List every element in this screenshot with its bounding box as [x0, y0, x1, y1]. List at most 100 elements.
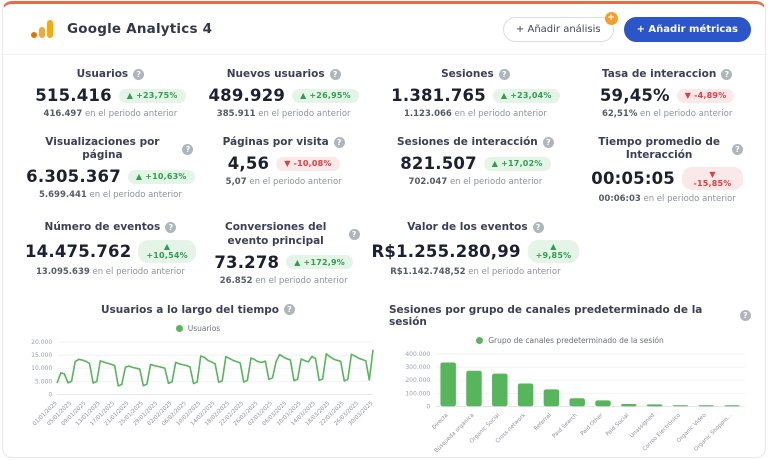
metric-title: Tasa de interaccion — [601, 68, 717, 80]
metric-card-sesiones: Sesiones 1.381.765 ▲ +23,04% 1.123.066 en… — [366, 59, 586, 127]
metric-value: 00:05:05 — [591, 169, 675, 189]
metric-card-tasa-interaccion: Tasa de interaccion 59,45% ▼ -4,89% 62,51… — [585, 59, 749, 127]
add-analysis-label: + Añadir análisis — [515, 23, 601, 35]
metric-previous: 5.699.441 en el periodo anterior — [38, 190, 182, 201]
change-badge: ▲ +172,9% — [286, 255, 353, 270]
change-badge: ▲ +26,95% — [292, 88, 359, 103]
metric-previous: 416.497 en el periodo anterior — [43, 109, 178, 120]
metric-card-conversiones: Conversiones del evento principal 73.278… — [202, 212, 366, 293]
help-icon[interactable] — [165, 222, 177, 234]
change-badge: ▼ -10,08% — [276, 156, 340, 171]
metric-title: Sesiones — [441, 68, 494, 80]
metric-previous: 13.095.639 en el periodo anterior — [36, 266, 185, 277]
change-badge: ▼ -4,89% — [676, 88, 735, 103]
metric-card-usuarios: Usuarios 515.416 ▲ +23,75% 416.497 en el … — [19, 59, 202, 127]
add-metrics-button[interactable]: + Añadir métricas — [623, 16, 751, 42]
svg-text:10.000: 10.000 — [31, 365, 52, 372]
legend-dot-icon — [175, 324, 183, 332]
legend-label: Grupo de canales predeterminado de la se… — [488, 335, 664, 345]
svg-text:Paid Other: Paid Other — [580, 412, 605, 437]
metric-card-valor-eventos: Valor de los eventos R$1.255.280,99 ▲ +9,… — [366, 212, 586, 293]
svg-text:100.000: 100.000 — [405, 390, 430, 397]
svg-text:400.000: 400.000 — [405, 351, 430, 358]
svg-text:20.000: 20.000 — [31, 339, 52, 346]
page-title: Google Analytics 4 — [67, 21, 213, 37]
metric-title: Valor de los eventos — [407, 221, 528, 234]
help-icon[interactable] — [498, 69, 510, 81]
change-badge: ▲ +10,54% — [138, 239, 196, 263]
add-metrics-label: + Añadir métricas — [636, 23, 738, 35]
help-icon[interactable] — [333, 137, 345, 149]
legend-label: Usuarios — [187, 323, 221, 333]
change-badge: ▲ +17,02% — [483, 156, 551, 171]
metric-value: 4,56 — [227, 154, 270, 174]
metric-title: Visualizaciones por página — [45, 136, 160, 162]
metric-card-tiempo-promedio: Tiempo promedio de Interacción 00:05:05 ▼… — [585, 127, 749, 212]
svg-text:200.000: 200.000 — [405, 377, 430, 384]
metric-card-numero-eventos: Número de eventos 14.475.762 ▲ +10,54% 13… — [19, 212, 202, 293]
metric-value: 73.278 — [214, 252, 280, 272]
metric-title: Número de eventos — [44, 221, 161, 234]
metric-previous: 26.852 en el periodo anterior — [219, 275, 348, 286]
bar-chart-plot: 0100.000200.000300.000400.000DirectaBúsq… — [405, 351, 745, 452]
help-icon[interactable] — [721, 69, 733, 81]
metric-title: Sesiones de interacción — [397, 136, 538, 149]
metric-previous: 00:06:03 en el periodo anterior — [598, 194, 736, 205]
metrics-grid: Usuarios 515.416 ▲ +23,75% 416.497 en el … — [3, 55, 765, 294]
svg-text:0: 0 — [426, 403, 430, 410]
svg-text:Paid Social: Paid Social — [605, 412, 631, 438]
chart-title: Sesiones por grupo de canales predetermi… — [389, 303, 703, 328]
add-analysis-button[interactable]: + Añadir análisis + — [502, 11, 618, 42]
help-icon[interactable] — [182, 143, 194, 155]
metric-previous: 1.123.066 en el periodo anterior — [403, 109, 547, 120]
help-icon[interactable] — [740, 310, 751, 322]
help-icon[interactable] — [133, 69, 145, 81]
metric-value: R$1.255.280,99 — [371, 241, 521, 261]
metric-title: Nuevos usuarios — [226, 68, 325, 80]
help-icon[interactable] — [284, 304, 295, 316]
google-analytics-logo-icon — [31, 20, 55, 38]
header: Google Analytics 4 + Añadir análisis + +… — [3, 4, 765, 55]
help-icon[interactable] — [732, 143, 743, 155]
svg-text:0: 0 — [48, 391, 52, 398]
change-badge: ▲ +9,85% — [527, 239, 580, 263]
help-icon[interactable] — [329, 69, 341, 81]
metric-card-nuevos-usuarios: Nuevos usuarios 489.929 ▲ +26,95% 385.911… — [202, 59, 366, 127]
metric-value: 14.475.762 — [25, 241, 132, 261]
metric-value: 1.381.765 — [391, 86, 486, 106]
change-badge: ▲ +10,63% — [127, 169, 195, 184]
svg-text:Directa: Directa — [431, 412, 449, 430]
legend-dot-icon — [476, 336, 484, 344]
change-badge: ▲ +23,75% — [118, 88, 186, 103]
svg-text:Unassigned: Unassigned — [629, 412, 656, 439]
svg-text:Referral: Referral — [533, 412, 553, 432]
svg-text:Paid Search: Paid Search — [552, 412, 579, 439]
metric-card-paginas-por-visita: Páginas por visita 4,56 ▼ -10,08% 5,07 en… — [202, 127, 366, 212]
sessions-by-channel-chart: Sesiones por grupo de canales predetermi… — [389, 300, 751, 457]
metric-value: 489.929 — [208, 86, 286, 106]
metric-value: 821.507 — [400, 154, 477, 174]
metric-title: Conversiones del evento principal — [224, 221, 327, 247]
line-chart-plot: 05.00010.00015.00020.00001/01/202505/01/… — [31, 339, 375, 427]
metric-card-sesiones-interaccion: Sesiones de interacción 821.507 ▲ +17,02%… — [366, 127, 586, 212]
users-over-time-chart: Usuarios a lo largo del tiempo Usuarios … — [17, 300, 379, 457]
change-badge: ▲ +23,04% — [492, 88, 560, 103]
charts-row: Usuarios a lo largo del tiempo Usuarios … — [3, 294, 765, 457]
chart-title: Usuarios a lo largo del tiempo — [101, 303, 279, 316]
metric-previous: 62,51% en el periodo anterior — [601, 109, 733, 120]
metric-card-visualizaciones: Visualizaciones por página 6.305.367 ▲ +1… — [19, 127, 202, 212]
metric-previous: 385.911 en el periodo anterior — [216, 109, 351, 120]
metric-title: Páginas por visita — [222, 136, 329, 149]
metric-card-empty — [585, 212, 749, 293]
help-icon[interactable] — [348, 229, 360, 240]
help-icon[interactable] — [532, 222, 544, 234]
metric-title: Tiempo promedio de Interacción — [598, 136, 721, 162]
svg-text:300.000: 300.000 — [405, 364, 430, 371]
chart-legend: Usuarios — [17, 324, 379, 333]
metric-value: 515.416 — [35, 86, 112, 106]
help-icon[interactable] — [542, 137, 554, 149]
svg-text:5.000: 5.000 — [35, 378, 52, 385]
metric-previous: 5,07 en el periodo anterior — [225, 177, 342, 188]
metric-previous: 702.047 en el periodo anterior — [408, 177, 543, 188]
